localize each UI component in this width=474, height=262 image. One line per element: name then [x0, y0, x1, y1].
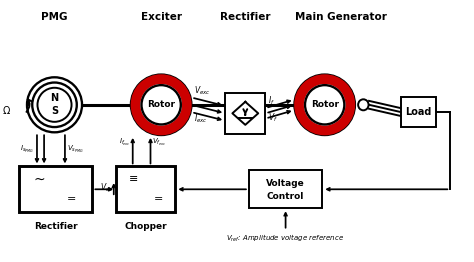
Text: $I_{f_{exc}}$: $I_{f_{exc}}$ — [118, 137, 130, 148]
Ellipse shape — [32, 83, 77, 127]
Bar — [249, 170, 322, 208]
Bar — [225, 93, 265, 134]
Text: Rectifier: Rectifier — [220, 12, 271, 22]
Ellipse shape — [27, 77, 82, 132]
Text: N: N — [50, 93, 59, 103]
Ellipse shape — [358, 99, 369, 110]
Ellipse shape — [37, 88, 72, 122]
Text: $V_{dc}$: $V_{dc}$ — [100, 182, 113, 194]
Text: Ω: Ω — [2, 106, 10, 116]
Bar — [401, 97, 436, 127]
Text: $I_{s_{PMG}}$: $I_{s_{PMG}}$ — [19, 144, 34, 155]
Text: PMG: PMG — [41, 12, 68, 22]
Ellipse shape — [299, 79, 350, 130]
Ellipse shape — [136, 79, 187, 130]
Text: Main Generator: Main Generator — [295, 12, 387, 22]
Text: Rotor: Rotor — [310, 100, 339, 109]
Text: =: = — [67, 194, 76, 204]
Text: $I_f$: $I_f$ — [268, 94, 274, 107]
Text: $V_{exc}$: $V_{exc}$ — [194, 84, 210, 97]
Bar — [19, 166, 92, 212]
Text: ~: ~ — [34, 173, 46, 187]
Ellipse shape — [305, 85, 344, 124]
Text: Rectifier: Rectifier — [34, 222, 78, 231]
Text: $V_{f_{exc}}$: $V_{f_{exc}}$ — [152, 137, 167, 148]
Ellipse shape — [294, 75, 355, 135]
Ellipse shape — [131, 75, 191, 135]
Text: $V_f$: $V_f$ — [268, 112, 278, 124]
Text: Exciter: Exciter — [141, 12, 182, 22]
Text: Load: Load — [405, 107, 431, 117]
Bar — [116, 166, 175, 212]
Text: Voltage: Voltage — [266, 179, 305, 188]
Text: =: = — [154, 194, 164, 204]
Ellipse shape — [142, 85, 181, 124]
Text: $V_{ref}$: Amplitude voltage reference: $V_{ref}$: Amplitude voltage reference — [227, 233, 345, 244]
Text: $V_{s_{PMG}}$: $V_{s_{PMG}}$ — [67, 144, 84, 155]
Text: S: S — [51, 106, 58, 116]
Text: ≡: ≡ — [129, 174, 138, 184]
Text: $I_{exc}$: $I_{exc}$ — [194, 113, 207, 125]
Text: Control: Control — [267, 192, 304, 201]
Text: Chopper: Chopper — [125, 222, 167, 231]
Text: Rotor: Rotor — [147, 100, 175, 109]
